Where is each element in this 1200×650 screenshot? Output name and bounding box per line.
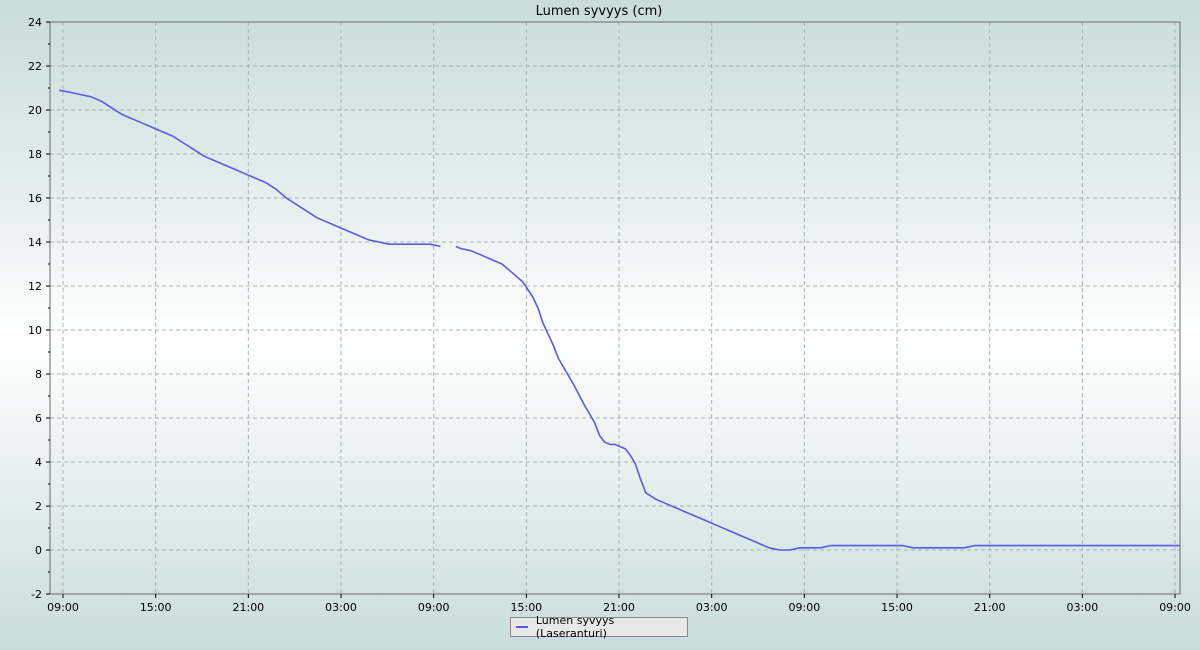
y-tick-label: 6: [35, 412, 42, 425]
y-tick-label: 8: [35, 368, 42, 381]
x-tick-label: 21:00: [603, 601, 635, 614]
y-tick-label: 0: [35, 544, 42, 557]
x-tick-label: 09:00: [47, 601, 79, 614]
legend-swatch: [516, 626, 528, 628]
y-tick-label: 10: [28, 324, 42, 337]
x-tick-label: 09:00: [1159, 601, 1191, 614]
x-tick-label: 09:00: [418, 601, 450, 614]
chart-title: Lumen syvyys (cm): [536, 4, 663, 19]
x-tick-label: 21:00: [232, 601, 264, 614]
y-tick-label: 24: [28, 16, 42, 29]
y-tick-label: 20: [28, 104, 42, 117]
y-tick-label: 14: [28, 236, 42, 249]
x-tick-label: 09:00: [789, 601, 821, 614]
y-tick-label: 4: [35, 456, 42, 469]
y-tick-label: 18: [28, 148, 42, 161]
x-tick-label: 03:00: [325, 601, 357, 614]
x-axis-ticks: 09:00 15:00 21:00 03:00 09:00 15:00 21:00 03:00…: [47, 594, 1191, 614]
legend: Lumen syvyys (Laseranturi): [510, 614, 688, 640]
x-tick-label: 15:00: [510, 601, 542, 614]
series-lines: [59, 89, 1180, 551]
x-tick-label: 21:00: [974, 601, 1006, 614]
grid-lines: [50, 22, 1180, 594]
y-tick-label: 12: [28, 280, 42, 293]
x-tick-label: 03:00: [1067, 601, 1099, 614]
y-tick-label: 2: [35, 500, 42, 513]
x-tick-label: 15:00: [881, 601, 913, 614]
y-tick-label: -2: [31, 588, 42, 601]
y-tick-label: 22: [28, 60, 42, 73]
series-line-segment: [455, 245, 1180, 551]
y-tick-label: 16: [28, 192, 42, 205]
plot-area-frame: [49, 21, 1181, 595]
x-tick-label: 15:00: [140, 601, 172, 614]
x-tick-label: 03:00: [696, 601, 728, 614]
series-line-segment: [59, 89, 441, 248]
legend-label: Lumen syvyys (Laseranturi): [535, 614, 615, 640]
